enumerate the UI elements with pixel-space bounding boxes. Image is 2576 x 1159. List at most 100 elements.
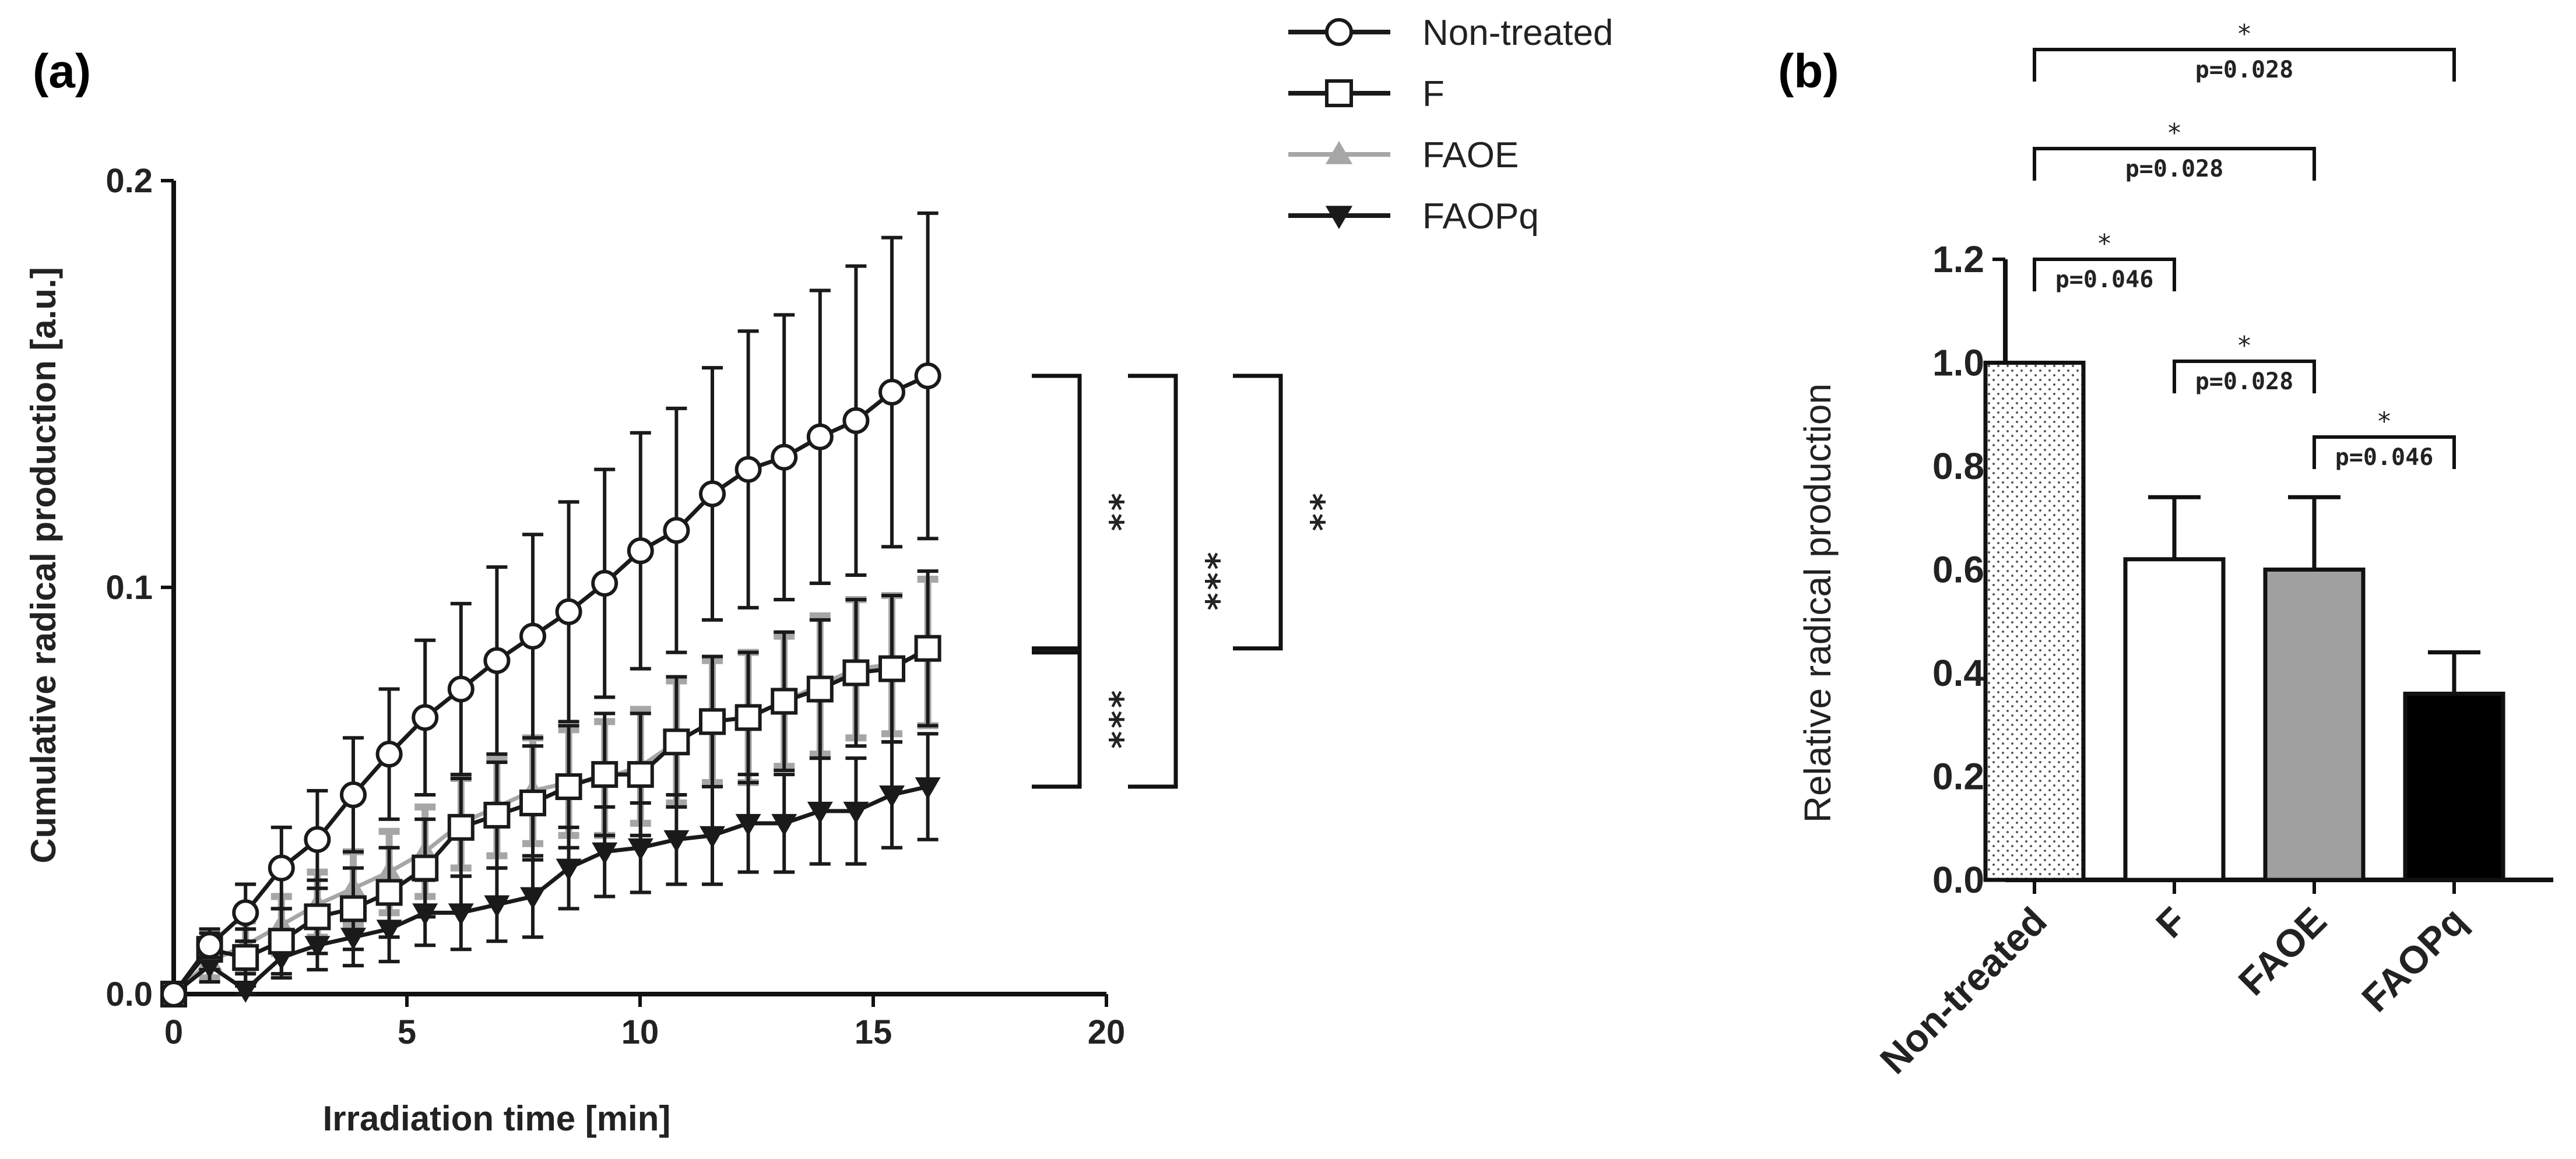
data-point: [555, 598, 582, 625]
data-point: [483, 801, 511, 829]
legend-item: FAOPq: [1288, 196, 1539, 237]
data-point: [268, 928, 295, 955]
data-point: [914, 635, 941, 662]
legend-marker: [1325, 18, 1353, 46]
data-point: [375, 741, 403, 768]
comparison-star: *: [2237, 331, 2252, 361]
category-label: FAOE: [2230, 899, 2335, 1003]
data-point: [878, 378, 905, 406]
data-point: [160, 981, 187, 1007]
data-point: [914, 362, 941, 390]
legend-marker: [1325, 206, 1353, 230]
data-point: [771, 813, 797, 836]
panel-a-line-chart: (a) Cumulative radical production [a.u.]…: [24, 45, 1332, 1138]
data-point: [735, 813, 761, 836]
comparison-p-value: p=0.028: [2195, 57, 2294, 83]
legend-label: Non-treated: [1422, 13, 1613, 53]
comparison-star: *: [2167, 118, 2183, 148]
panel-b-bar-chart: (b) Relative radical production 0.0 0.2 0.…: [1778, 19, 2553, 1082]
panel-b-label: (b): [1778, 45, 1839, 98]
comparison-star: *: [2237, 19, 2252, 49]
y-tick-label: 0.0: [1932, 859, 1984, 901]
legend-item: Non-treated: [1288, 13, 1613, 53]
y-tick-label: 1.0: [1932, 342, 1984, 384]
data-point: [591, 570, 618, 597]
data-point: [555, 773, 582, 801]
comparison-bracket: [2033, 258, 2176, 291]
bar-faoe: [2263, 568, 2366, 882]
data-point: [879, 785, 905, 808]
data-point: [842, 659, 870, 686]
legend-marker: [1325, 140, 1353, 164]
category-label: F: [2148, 899, 2195, 946]
category-label: Non-treated: [1872, 899, 2055, 1082]
data-point: [232, 944, 259, 971]
data-point: [771, 443, 798, 471]
y-tick-label: 0.6: [1932, 549, 1984, 591]
y-ticks: 0.0 0.1 0.2: [106, 162, 174, 1013]
significance-bracket: [1233, 374, 1283, 651]
data-point: [806, 675, 834, 703]
significance-label: **: [1292, 492, 1332, 533]
y-tick-label: 0.0: [106, 975, 153, 1013]
data-point: [556, 858, 582, 881]
significance-bracket: [1128, 374, 1178, 789]
data-point: [447, 813, 475, 841]
significance-label: **: [1091, 492, 1131, 533]
x-tick-label: 10: [621, 1013, 659, 1051]
data-point: [627, 761, 654, 788]
x-tick-label: 20: [1088, 1013, 1126, 1051]
comparison-bracket: [2033, 48, 2456, 82]
category-label: FAOPq: [2353, 899, 2475, 1020]
x-ticks: 0 5 10 15 20: [164, 994, 1125, 1051]
data-point: [412, 854, 439, 882]
data-point: [591, 761, 618, 788]
significance-label: ***: [1187, 551, 1227, 612]
legend-label: FAOPq: [1422, 196, 1539, 237]
x-tick-label: 5: [398, 1013, 416, 1051]
data-point: [592, 842, 618, 865]
data-point: [520, 887, 546, 910]
legend-item: F: [1288, 74, 1445, 114]
significance-brackets: **********: [1032, 374, 1332, 789]
significance-bracket: [1032, 650, 1082, 789]
data-point: [735, 704, 762, 731]
data-point: [375, 879, 403, 906]
x-axis-label: Irradiation time [min]: [323, 1099, 671, 1138]
data-point: [232, 899, 259, 927]
comparison-brackets: * p=0.028 * p=0.028 * p=0.046 * p=0.028 * p=0.046: [2033, 19, 2456, 471]
y-tick-label: 0.4: [1932, 652, 1984, 694]
data-point: [735, 456, 762, 483]
data-point: [484, 895, 510, 918]
data-point: [806, 423, 834, 450]
comparison-bracket: [2033, 147, 2316, 181]
data-point: [700, 826, 725, 848]
legend-label: F: [1422, 74, 1445, 114]
bar-f: [2123, 557, 2226, 882]
series-line: [172, 374, 929, 996]
y-tick-label: 0.2: [106, 162, 153, 200]
bar-non-treated: [1983, 361, 2086, 882]
category-labels: Non-treated F FAOE FAOPq: [1872, 899, 2475, 1082]
y-tick-label: 0.2: [1932, 756, 1984, 798]
series-line: [172, 784, 929, 996]
series-non-treated: [160, 211, 941, 1007]
data-point: [699, 708, 726, 735]
data-point: [771, 688, 798, 715]
legend-item: FAOE: [1288, 135, 1519, 175]
comparison-p-value: p=0.028: [2195, 368, 2294, 395]
data-series: [160, 211, 941, 1007]
legend-label: FAOE: [1422, 135, 1519, 175]
significance-bracket: [1032, 374, 1082, 651]
comparison-bracket: [2173, 360, 2316, 393]
comparison-bracket: [2313, 435, 2456, 469]
data-point: [196, 932, 223, 959]
x-tick-label: 0: [164, 1013, 183, 1051]
data-point: [447, 675, 475, 703]
legend: Non-treated F FAOE FAOPq: [1288, 13, 1613, 237]
y-axis-label: Cumulative radical production [a.u.]: [24, 267, 63, 863]
data-point: [842, 407, 870, 434]
data-point: [340, 781, 367, 808]
data-point: [304, 903, 331, 931]
